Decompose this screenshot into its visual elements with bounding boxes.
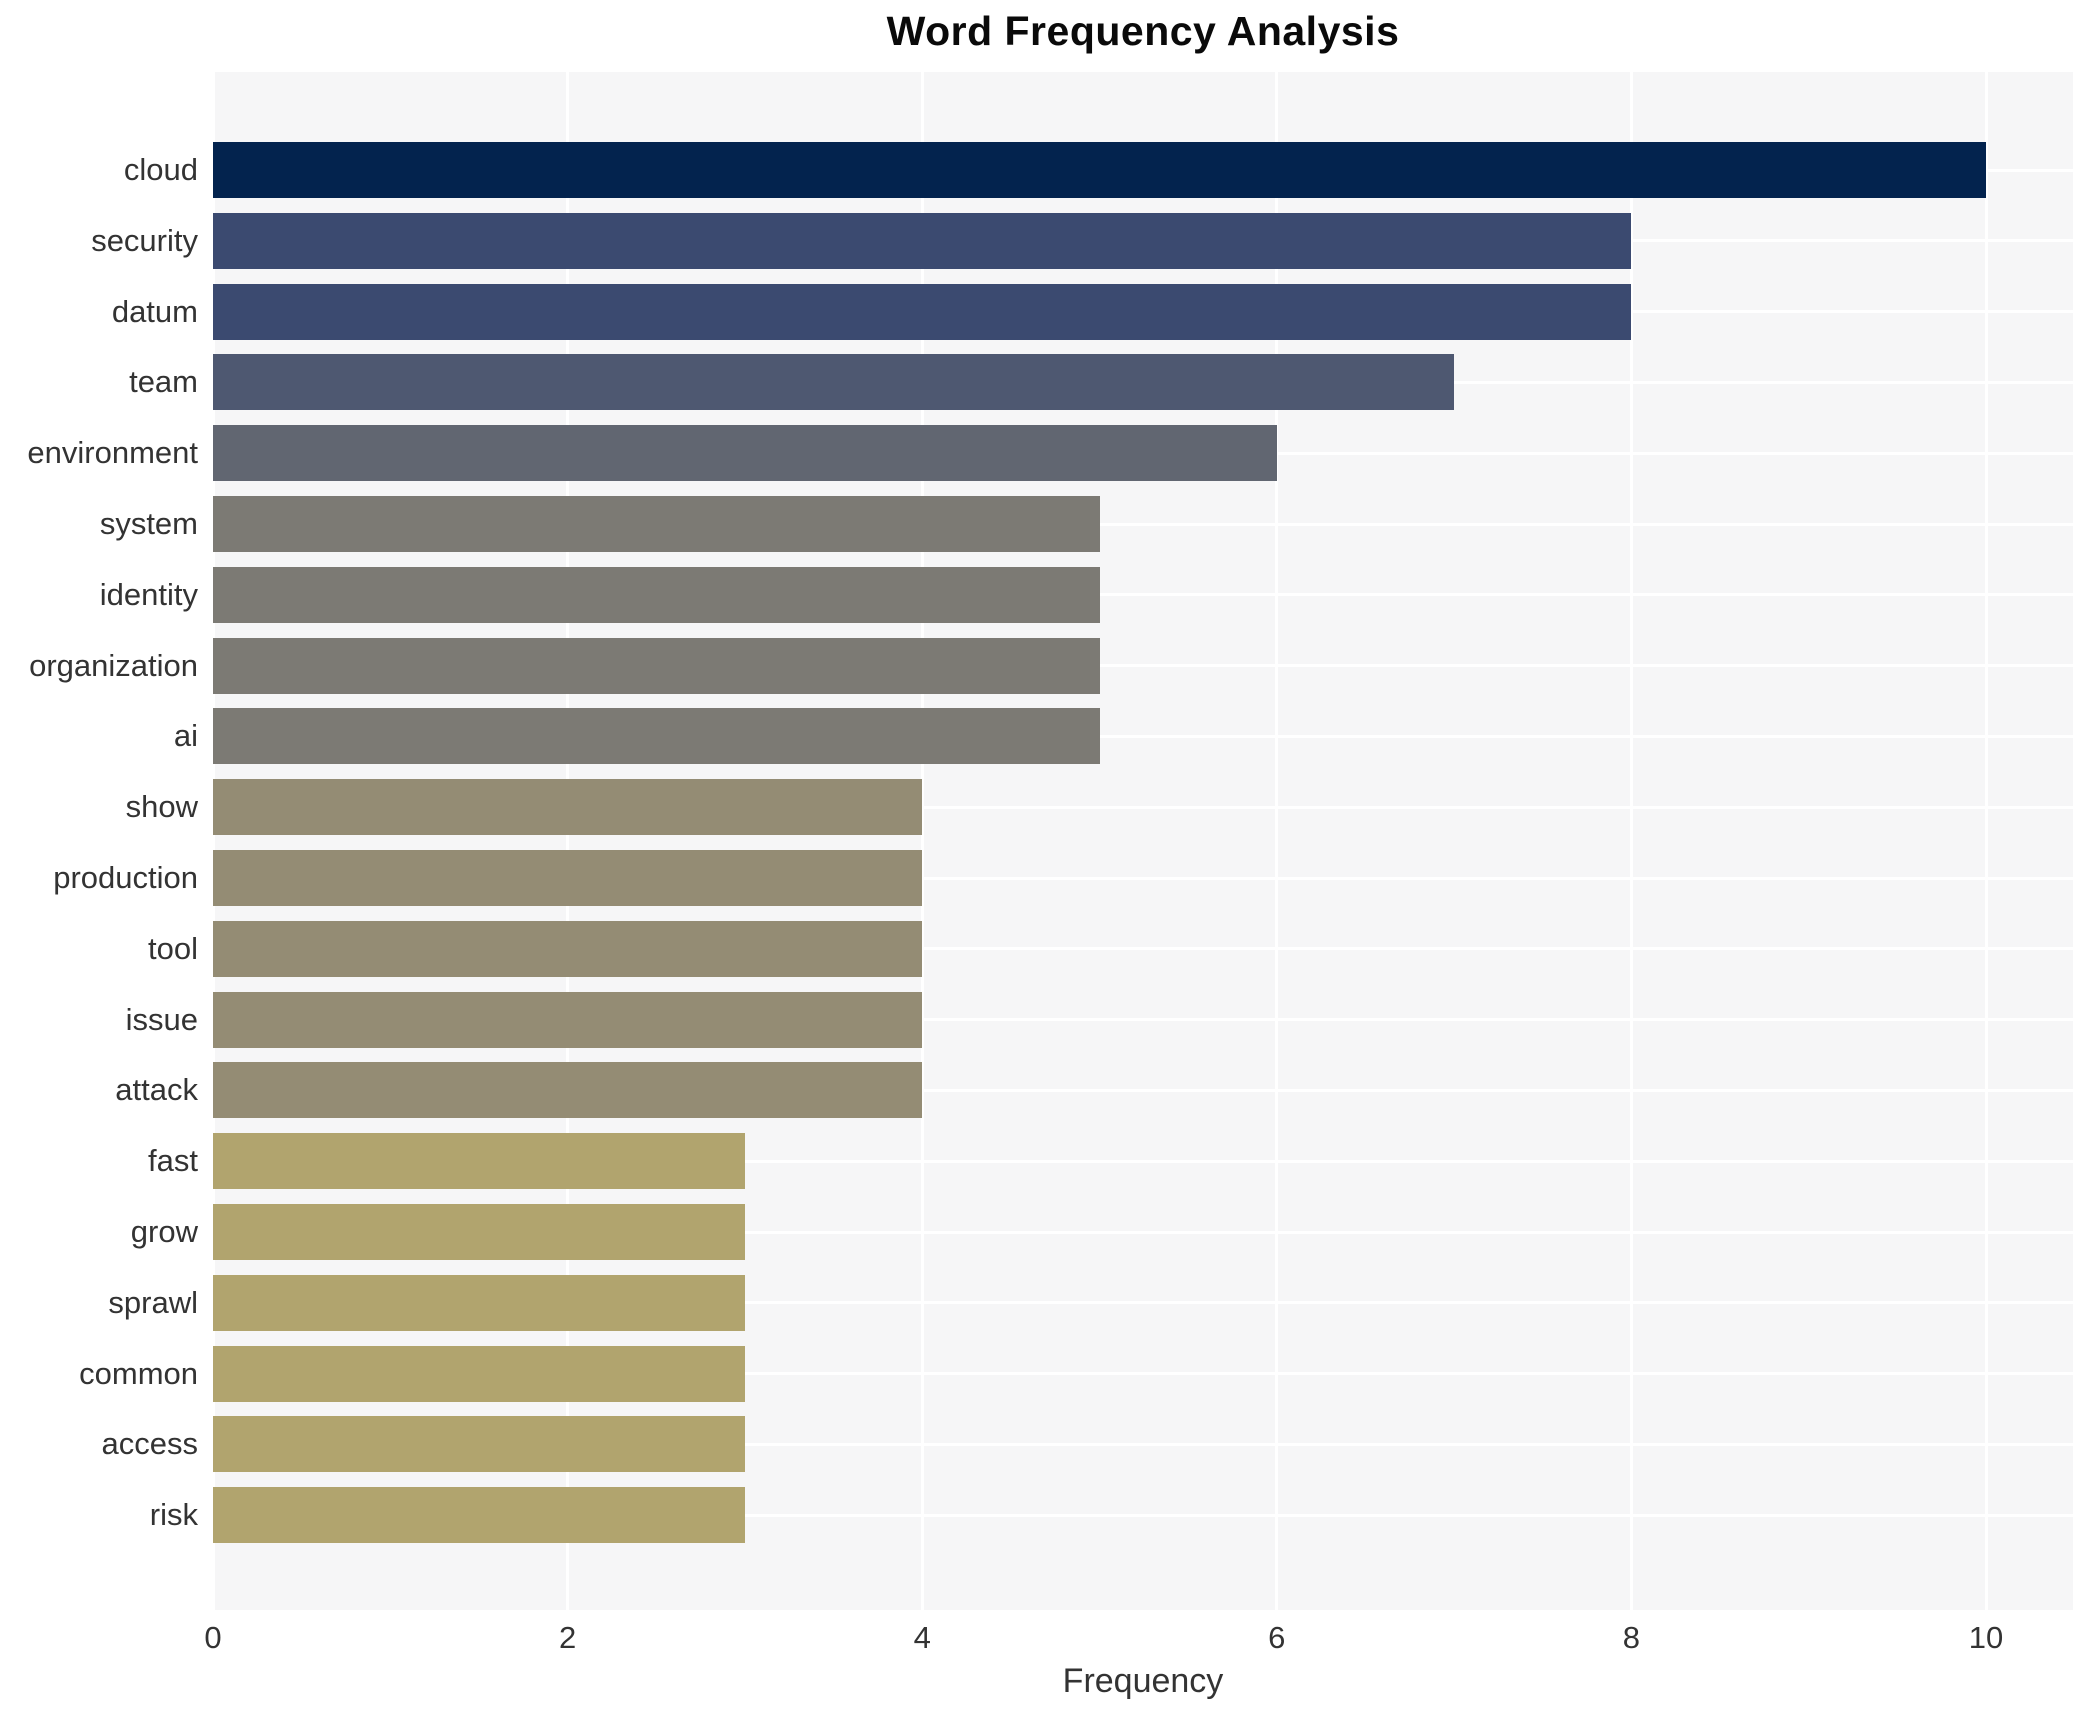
gridline-y-sprawl xyxy=(213,1301,2073,1305)
bar-security xyxy=(213,212,1632,269)
bar-datum xyxy=(213,283,1632,340)
bar-system xyxy=(213,496,1100,552)
xtick-label-6: 6 xyxy=(1268,1620,1286,1655)
xtick-label-2: 2 xyxy=(558,1620,577,1655)
gridline-y-issue xyxy=(213,1018,2073,1022)
gridline-y-attack xyxy=(213,1088,2073,1092)
ytick-label-risk: risk xyxy=(149,1497,198,1533)
gridline-x-6 xyxy=(1275,72,1279,1610)
ytick-label-system: system xyxy=(99,506,198,541)
bar-common xyxy=(213,1345,745,1402)
ytick-label-ai: ai xyxy=(173,718,198,754)
bar-sprawl xyxy=(213,1274,745,1331)
ytick-label-identity: identity xyxy=(99,576,198,612)
ytick-label-tool: tool xyxy=(148,930,198,966)
bar-organization xyxy=(213,637,1100,694)
gridline-y-show xyxy=(213,805,2073,809)
xtick-label-4: 4 xyxy=(913,1620,931,1655)
ytick-label-production: production xyxy=(53,860,198,895)
gridline-y-system xyxy=(213,522,2073,526)
gridline-x-8 xyxy=(1629,72,1633,1610)
gridline-y-ai xyxy=(213,734,2073,738)
bar-production xyxy=(213,850,923,906)
bar-identity xyxy=(213,566,1100,623)
ytick-label-fast: fast xyxy=(148,1143,198,1179)
gridline-y-common xyxy=(213,1372,2073,1376)
x-axis-title: Frequency xyxy=(1062,1662,1224,1700)
gridline-y-fast xyxy=(213,1159,2073,1163)
bar-fast xyxy=(213,1133,745,1190)
bar-ai xyxy=(213,708,1100,765)
gridline-x-10 xyxy=(1984,72,1988,1610)
bar-risk xyxy=(213,1487,745,1544)
ytick-label-sprawl: sprawl xyxy=(108,1284,198,1320)
gridline-y-tool xyxy=(213,947,2073,951)
ytick-label-issue: issue xyxy=(125,1001,198,1037)
xtick-label-8: 8 xyxy=(1622,1620,1641,1655)
plot-area xyxy=(211,72,2073,1610)
gridline-y-risk xyxy=(213,1513,2073,1517)
bar-tool xyxy=(213,920,923,977)
gridline-x-0 xyxy=(211,72,215,1610)
bar-cloud xyxy=(213,142,1986,198)
bar-show xyxy=(213,779,923,836)
bar-grow xyxy=(213,1204,745,1260)
bar-attack xyxy=(213,1062,923,1119)
ytick-label-organization: organization xyxy=(29,647,198,683)
gridline-x-4 xyxy=(920,72,924,1610)
ytick-label-datum: datum xyxy=(111,293,198,329)
ytick-label-show: show xyxy=(125,789,198,825)
bar-team xyxy=(213,354,1455,411)
gridline-y-grow xyxy=(213,1230,2073,1234)
ytick-label-cloud: cloud xyxy=(123,152,198,187)
bar-environment xyxy=(213,425,1277,482)
gridline-y-organization xyxy=(213,664,2073,668)
ytick-label-security: security xyxy=(91,222,198,258)
bar-issue xyxy=(213,991,923,1048)
ytick-label-environment: environment xyxy=(27,435,198,471)
ytick-label-access: access xyxy=(101,1426,198,1462)
ytick-label-common: common xyxy=(79,1355,198,1391)
xtick-label-10: 10 xyxy=(1968,1620,2004,1655)
xtick-label-0: 0 xyxy=(204,1620,222,1655)
ytick-label-team: team xyxy=(129,364,198,400)
chart-title: Word Frequency Analysis xyxy=(886,8,1400,54)
gridline-x-2 xyxy=(566,72,570,1610)
ytick-label-attack: attack xyxy=(115,1072,198,1108)
bar-access xyxy=(213,1416,745,1473)
ytick-label-grow: grow xyxy=(130,1214,198,1249)
gridline-y-access xyxy=(213,1442,2073,1446)
gridline-y-identity xyxy=(213,593,2073,597)
gridline-y-production xyxy=(213,876,2073,880)
